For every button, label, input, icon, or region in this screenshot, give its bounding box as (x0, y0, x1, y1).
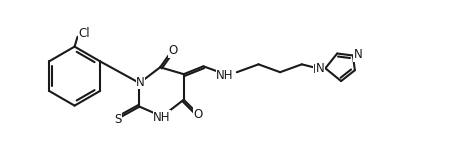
Text: N: N (313, 63, 321, 76)
Text: S: S (114, 113, 121, 126)
Text: NH: NH (216, 69, 233, 82)
Text: O: O (193, 108, 202, 121)
Text: Cl: Cl (78, 27, 90, 40)
Text: NH: NH (153, 111, 171, 124)
Text: N: N (315, 62, 324, 75)
Text: N: N (353, 48, 361, 61)
Text: O: O (168, 44, 177, 57)
Text: N: N (136, 76, 145, 89)
